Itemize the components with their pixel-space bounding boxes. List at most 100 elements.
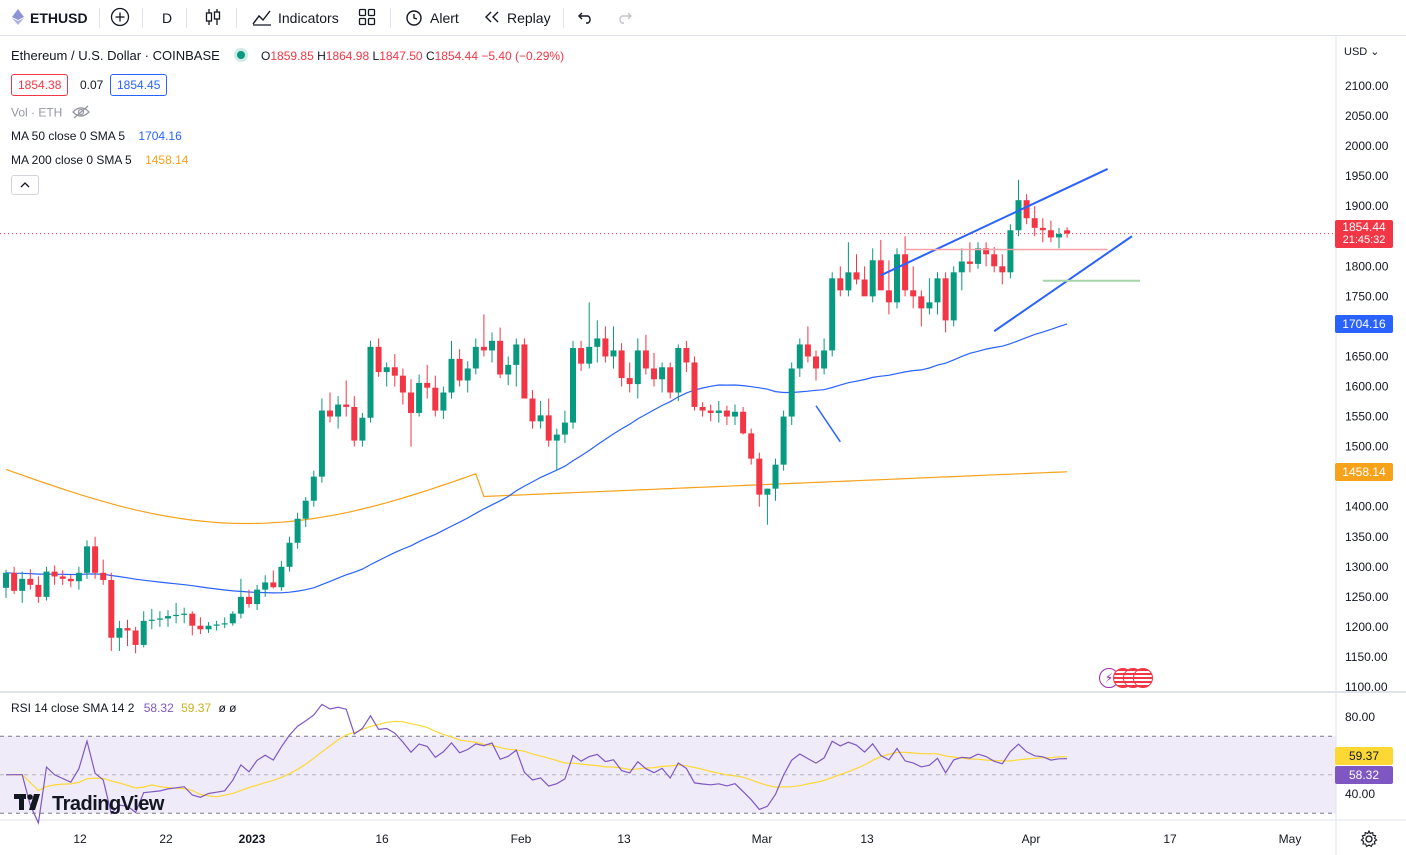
candle-body [537, 415, 544, 422]
candle-body [116, 628, 123, 638]
tradingview-logo[interactable]: TradingView [14, 793, 164, 816]
candle-body [100, 572, 107, 581]
chart-title[interactable]: Ethereum / U.S. Dollar · COINBASE [11, 48, 220, 63]
candle [691, 356, 698, 411]
candle-body [480, 346, 487, 351]
candle [408, 379, 414, 447]
candle-body [991, 254, 998, 267]
time-axis-label: 12 [73, 832, 87, 846]
candle-body [213, 624, 220, 626]
chart-settings-button[interactable] [1360, 829, 1378, 853]
candle [748, 428, 755, 465]
candle [521, 338, 528, 399]
candle-body [391, 367, 398, 376]
templates-button[interactable] [358, 0, 382, 36]
candle [19, 571, 26, 603]
time-axis-label: May [1279, 832, 1302, 846]
candle-body [497, 340, 504, 375]
candle-body [237, 596, 244, 614]
indicators-button[interactable]: Indicators [252, 0, 339, 36]
candle [440, 386, 447, 419]
candle-body [59, 576, 66, 579]
high-label: H [317, 49, 326, 63]
candle [659, 362, 666, 393]
candle-body [618, 350, 625, 379]
rsi-value: 58.32 [143, 701, 174, 715]
chevron-down-icon: ⌄ [1370, 46, 1380, 58]
alert-button[interactable]: Alert [404, 0, 459, 36]
candle-body [221, 623, 228, 625]
candle-body [173, 614, 180, 617]
price-chart[interactable]: 2100.002050.002000.001950.001900.001850.… [0, 36, 1406, 855]
candle-body [675, 348, 682, 393]
candle-body [367, 346, 374, 418]
candle [610, 326, 617, 369]
candle-body [108, 580, 115, 638]
candle [821, 338, 828, 375]
last-price-label: 1854.44 [1342, 219, 1386, 234]
price-tick-label: 1500.00 [1345, 440, 1389, 454]
us-flag-event-icon[interactable] [1133, 668, 1153, 688]
candle-body [19, 578, 26, 591]
ma200-badge: 1458.14 [1335, 462, 1393, 481]
buy-price-button[interactable]: 1854.45 [110, 74, 168, 96]
volume-indicator[interactable]: Vol · ETH [11, 105, 90, 122]
candle [246, 589, 252, 608]
candle [116, 620, 123, 651]
events-markers[interactable]: ⚡ [1099, 668, 1153, 688]
chart-type-button[interactable] [204, 0, 228, 36]
candle [84, 540, 90, 579]
collapse-legend-button[interactable] [11, 175, 39, 195]
close-label: C [425, 49, 435, 63]
ma50-label: MA 50 close 0 SMA 5 [11, 129, 126, 143]
candle-body [813, 356, 819, 369]
candle-body [197, 625, 204, 630]
gear-icon [1360, 829, 1378, 852]
candle-body [683, 348, 690, 363]
candle-body [804, 344, 811, 357]
candle [910, 266, 917, 309]
rsi-legend[interactable]: RSI 14 close SMA 14 2 58.32 59.37 ø ø [11, 701, 237, 715]
indicators-label: Indicators [278, 10, 339, 26]
eye-hidden-icon[interactable] [71, 105, 90, 122]
spread-value: 0.07 [80, 78, 104, 92]
time-axis-label: Mar [752, 832, 773, 846]
ma200-label: MA 200 close 0 SMA 5 [11, 153, 132, 167]
candle-body [634, 350, 641, 385]
candle [918, 290, 925, 327]
candle-body [440, 392, 447, 411]
time-axis-label: 13 [860, 832, 874, 846]
replay-button[interactable]: Replay [483, 0, 551, 36]
price-tick-label: 1900.00 [1345, 199, 1389, 213]
candle [59, 570, 66, 585]
sell-price-button[interactable]: 1854.38 [11, 74, 69, 96]
symbol-search-button[interactable]: ETHUSD [12, 0, 88, 36]
candle-body [294, 518, 301, 543]
candle-body [1031, 218, 1038, 228]
symbol-legend: Ethereum / U.S. Dollar · COINBASE O1859.… [11, 48, 564, 63]
candle-body [732, 411, 738, 417]
interval-button[interactable]: D [162, 0, 172, 36]
ma50-indicator[interactable]: MA 50 close 0 SMA 5 1704.16 [11, 129, 182, 143]
candle [1056, 227, 1062, 249]
candle-body [140, 620, 147, 645]
candle [626, 362, 633, 393]
ma200-indicator[interactable]: MA 200 close 0 SMA 5 1458.14 [11, 153, 188, 167]
candle-body [399, 375, 406, 393]
candle [294, 512, 301, 549]
candle [343, 380, 350, 417]
candle [707, 404, 714, 422]
toolbar-divider [186, 8, 187, 28]
currency-selector[interactable]: USD ⌄ [1344, 45, 1380, 58]
rsi-sma-badge: 59.37 [1335, 746, 1393, 765]
candle-body [723, 410, 730, 417]
undo-button[interactable] [577, 0, 601, 36]
redo-button[interactable] [615, 0, 639, 36]
alarm-clock-icon [404, 7, 424, 30]
compare-symbol-button[interactable] [110, 0, 136, 36]
candle-body [270, 582, 277, 588]
tradingview-logo-icon [14, 793, 46, 816]
indicators-icon [252, 8, 272, 29]
candle-body [310, 476, 317, 501]
candle-body [869, 260, 876, 297]
